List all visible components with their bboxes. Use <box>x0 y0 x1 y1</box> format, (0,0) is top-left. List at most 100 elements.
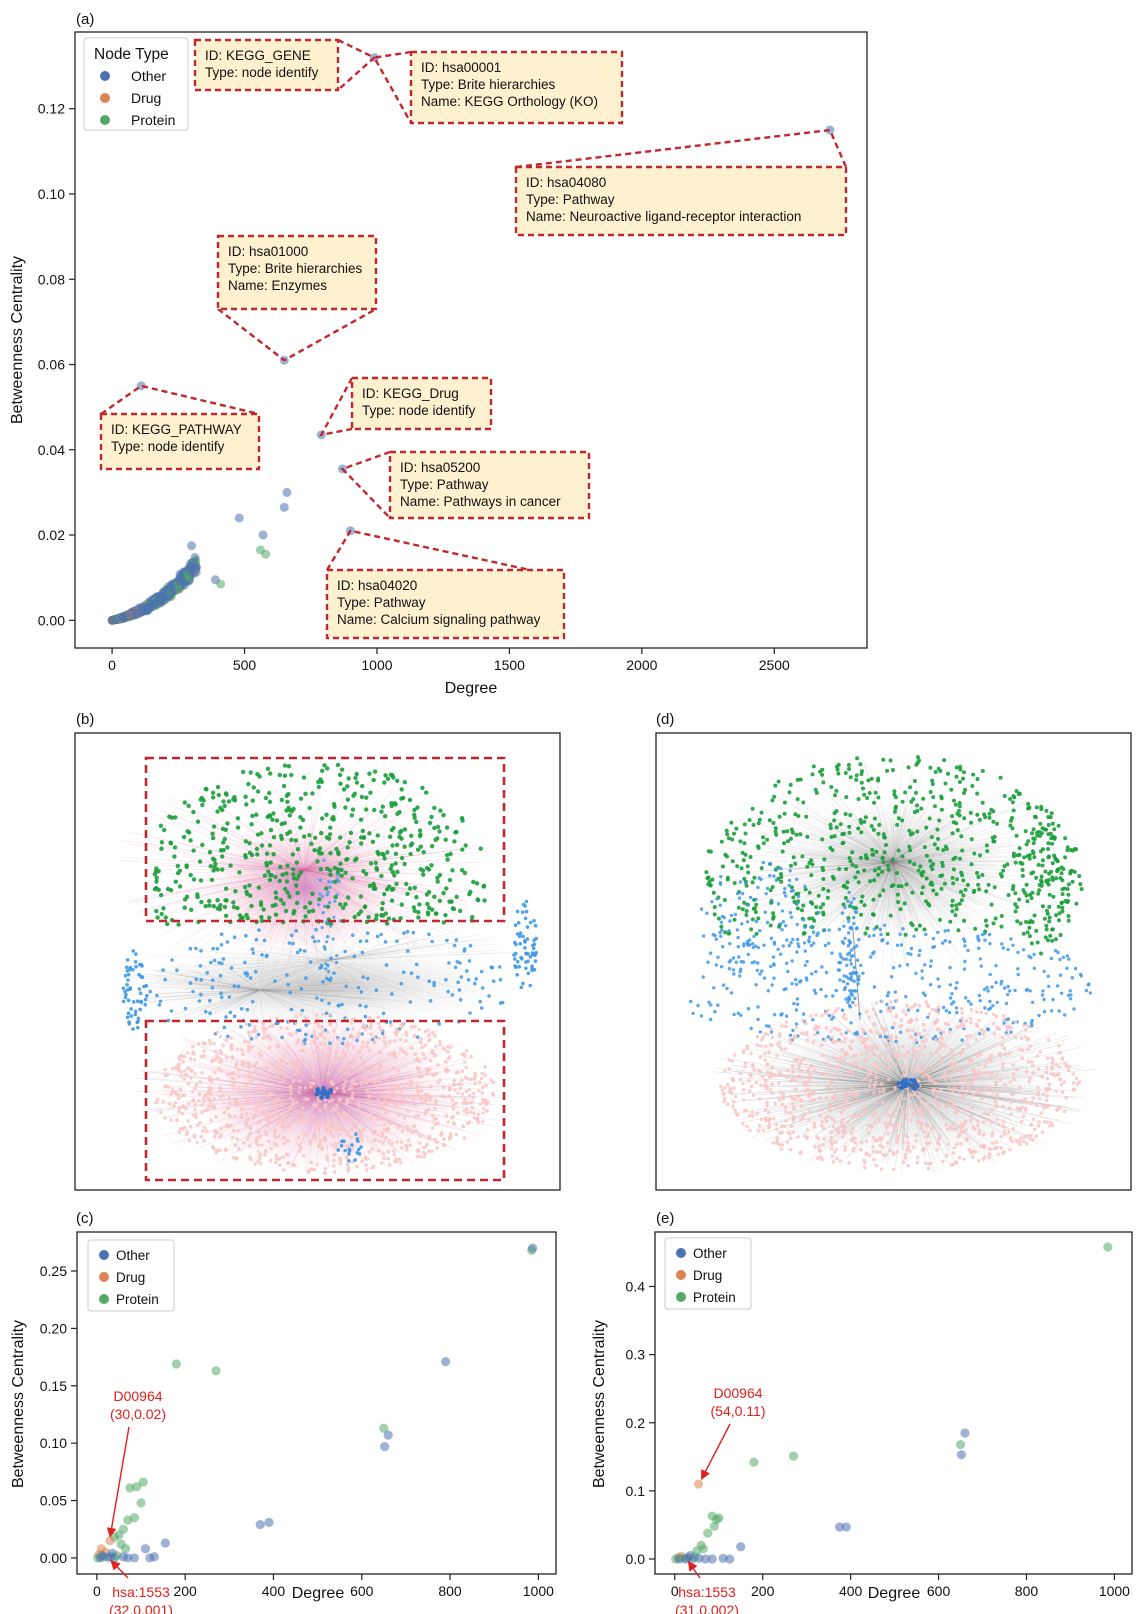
network-node <box>433 1122 438 1126</box>
network-node <box>398 1101 403 1106</box>
network-node <box>354 1082 358 1086</box>
network-node <box>244 1101 249 1105</box>
network-edge <box>303 869 308 968</box>
network-node <box>447 899 452 904</box>
network-node <box>327 1053 331 1057</box>
network-edge <box>261 1066 324 1094</box>
network-node <box>281 1120 285 1125</box>
network-node <box>440 1094 444 1098</box>
network-node <box>481 1085 485 1090</box>
network-node <box>820 772 825 777</box>
network-edge <box>784 861 894 898</box>
network-node <box>312 1068 317 1073</box>
network-node <box>377 1026 382 1030</box>
network-edge <box>322 1028 413 1094</box>
network-node <box>704 870 709 875</box>
network-node <box>950 875 955 880</box>
network-edge <box>259 989 303 998</box>
network-node <box>254 1035 259 1039</box>
network-node <box>377 1148 381 1153</box>
network-node <box>914 762 919 767</box>
network-edge <box>892 861 968 891</box>
network-edge <box>322 1092 491 1100</box>
data-point <box>825 125 835 135</box>
network-node <box>125 983 129 987</box>
network-node <box>524 951 529 956</box>
network-node <box>921 796 926 801</box>
network-node <box>379 809 384 814</box>
network-node <box>323 1042 328 1046</box>
annotation-line: Name: Neuroactive ligand-receptor intera… <box>526 209 801 224</box>
network-node <box>954 774 959 779</box>
network-node <box>301 775 307 780</box>
network-node <box>1039 874 1044 879</box>
network-node <box>278 1064 283 1069</box>
network-node <box>777 814 782 819</box>
network-edge <box>303 838 369 871</box>
network-node <box>389 1100 394 1105</box>
network-node <box>285 831 290 836</box>
network-node <box>352 954 357 959</box>
network-node <box>927 816 932 821</box>
network-node <box>276 1120 280 1125</box>
network-edge <box>129 831 305 871</box>
network-node <box>357 1147 361 1152</box>
network-node <box>447 1094 452 1098</box>
network-node <box>885 932 890 937</box>
network-edge <box>322 1092 366 1123</box>
network-edge <box>797 818 894 863</box>
network-node <box>1024 882 1029 887</box>
network-node <box>310 891 315 896</box>
network-node <box>421 1052 426 1056</box>
network-node <box>452 839 457 844</box>
network-node <box>462 1136 467 1140</box>
network-node <box>240 769 246 775</box>
network-edge <box>192 785 305 871</box>
network-node <box>1039 807 1044 812</box>
network-node <box>390 992 394 996</box>
network-node <box>812 918 817 923</box>
network-edge <box>130 989 261 1004</box>
network-node <box>321 894 325 899</box>
network-node <box>399 1140 404 1144</box>
network-node <box>328 1087 333 1093</box>
x-tick-label: 2000 <box>626 657 657 673</box>
network-node <box>247 1030 251 1034</box>
network-edge <box>322 1092 421 1105</box>
network-node <box>250 1045 255 1050</box>
network-edge <box>892 861 898 934</box>
network-edge <box>303 836 427 871</box>
network-edge <box>270 777 305 871</box>
data-point <box>255 545 265 555</box>
network-node <box>326 1071 331 1076</box>
network-node <box>266 1094 270 1099</box>
network-node <box>265 1123 269 1127</box>
network-edge <box>322 1062 463 1094</box>
network-edge <box>303 770 378 871</box>
network-edge <box>719 847 894 863</box>
network-node <box>430 1149 434 1154</box>
network-edge <box>735 861 894 908</box>
network-node <box>134 952 138 956</box>
network-node <box>781 829 786 834</box>
network-node <box>315 1087 320 1093</box>
network-node <box>286 1045 291 1050</box>
network-node <box>216 792 221 798</box>
network-edge <box>322 1067 341 1094</box>
network-node <box>360 1138 365 1142</box>
network-edge <box>906 1084 1021 1103</box>
network-edge <box>329 951 413 961</box>
network-node <box>301 1105 305 1110</box>
network-node <box>170 1087 175 1091</box>
network-edge <box>751 861 894 903</box>
network-edge <box>201 1092 324 1102</box>
network-edge <box>809 775 894 863</box>
network-edge <box>844 861 894 952</box>
network-edge <box>215 778 305 871</box>
network-node <box>523 946 527 950</box>
network-node <box>353 775 358 781</box>
network-node <box>277 1116 282 1121</box>
network-node <box>153 869 159 874</box>
network-node <box>452 1078 456 1083</box>
network-node <box>212 1041 216 1046</box>
